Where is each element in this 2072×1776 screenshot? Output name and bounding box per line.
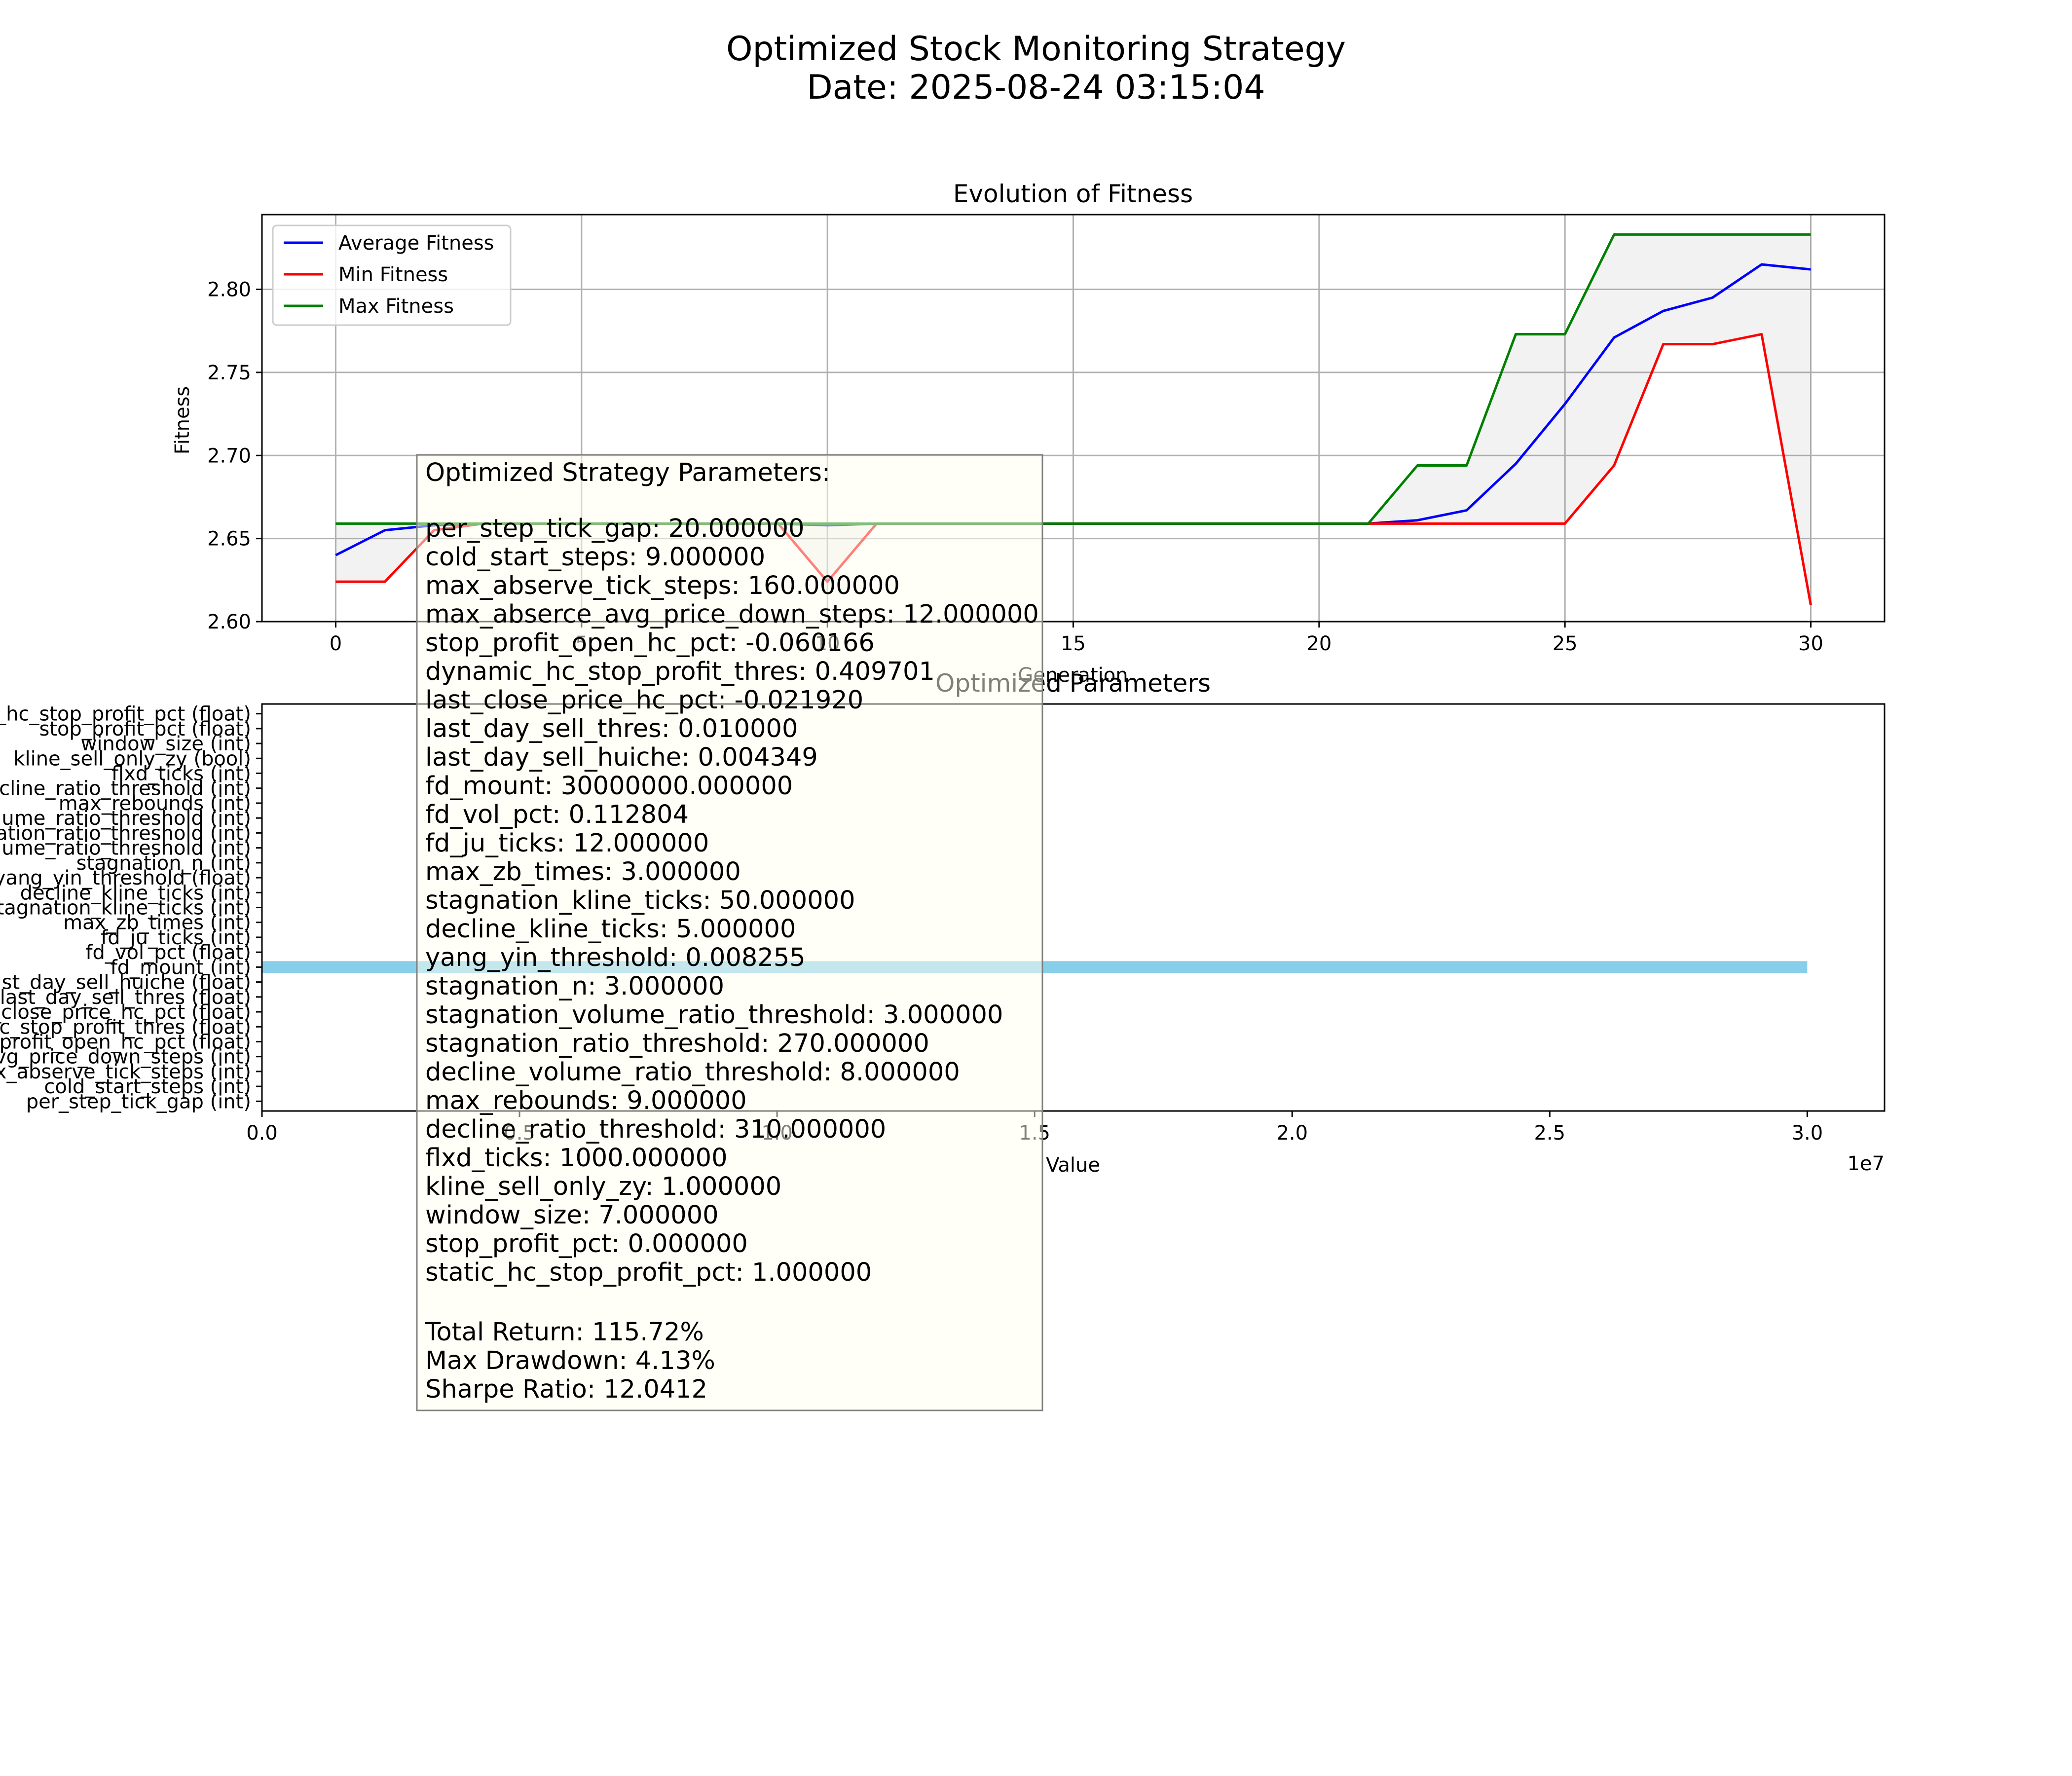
- fitness-y-tick-label: 2.80: [207, 279, 251, 301]
- legend-label-max: Max Fitness: [338, 295, 454, 318]
- fitness-y-tick-label: 2.65: [207, 528, 251, 551]
- parameters-box-summary-line: Sharpe Ratio: 12.0412: [425, 1375, 707, 1404]
- parameter-tick-label: stagnation_kline_ticks (int): [0, 897, 251, 920]
- parameter-tick-label: window_size (int): [81, 733, 251, 755]
- parameters-box-line: decline_volume_ratio_threshold: 8.000000: [425, 1058, 960, 1087]
- fitness-y-ticks: 2.60 2.65 2.70 2.75 2.80: [207, 279, 262, 633]
- parameters-box-line: fd_mount: 30000000.000000: [425, 772, 793, 801]
- parameters-text-box: Optimized Strategy Parameters: per_step_…: [416, 454, 1043, 1411]
- parameter-tick-label: static_hc_stop_profit_pct (float): [0, 703, 251, 726]
- parameter-tick-label: flxd_ticks (int): [111, 763, 251, 785]
- fitness-y-tick-label: 2.75: [207, 362, 251, 384]
- parameters-x-tick-label: 0.0: [246, 1122, 278, 1145]
- parameters-box-summary-line: Max Drawdown: 4.13%: [425, 1346, 715, 1375]
- parameter-tick-label: max_rebounds (int): [59, 792, 251, 815]
- fitness-legend: Average Fitness Min Fitness Max Fitness: [272, 224, 512, 326]
- parameters-box-header: Optimized Strategy Parameters:: [425, 458, 830, 487]
- parameters-y-ticks: per_step_tick_gap (int)cold_start_steps …: [0, 703, 262, 1113]
- parameters-box-line: stop_profit_open_hc_pct: -0.060166: [425, 629, 875, 658]
- parameter-tick-label: max_zb_times (int): [63, 912, 251, 934]
- legend-label-min: Min Fitness: [338, 263, 448, 286]
- parameters-x-offset: 1e7: [1847, 1152, 1885, 1175]
- parameter-tick-label: max_abserve_tick_steps (int): [0, 1061, 251, 1083]
- parameters-box-line: window_size: 7.000000: [425, 1201, 719, 1230]
- fitness-y-tick-label: 2.60: [207, 611, 251, 633]
- parameter-tick-label: stagnation_volume_ratio_threshold (int): [0, 837, 251, 860]
- parameters-x-tick-label: 2.5: [1534, 1122, 1566, 1145]
- parameter-tick-label: per_step_tick_gap (int): [26, 1090, 251, 1113]
- legend-label-average: Average Fitness: [338, 232, 494, 255]
- parameter-tick-label: kline_sell_only_zy (bool): [13, 747, 251, 770]
- fitness-x-tick-label: 25: [1553, 632, 1578, 655]
- parameter-tick-label: max_absence_avg_price_down_steps (int): [0, 1046, 251, 1069]
- parameters-box-line: max_zb_times: 3.000000: [425, 857, 741, 887]
- parameters-box-line: flxd_ticks: 1000.000000: [425, 1144, 728, 1173]
- parameters-box-line: last_day_sell_huiche: 0.004349: [425, 743, 818, 772]
- parameters-box-line: per_step_tick_gap: 20.000000: [425, 514, 804, 543]
- parameters-x-tick-label: 2.0: [1276, 1122, 1308, 1145]
- parameters-box-line: max_abserce_avg_price_down_steps: 12.000…: [425, 600, 1039, 629]
- parameter-tick-label: decline_volume_ratio_threshold (int): [0, 807, 251, 830]
- parameter-tick-label: decline_kline_ticks (int): [20, 882, 251, 904]
- parameters-box-line: stagnation_volume_ratio_threshold: 3.000…: [425, 1000, 1003, 1030]
- fitness-y-tick-label: 2.70: [207, 444, 251, 467]
- parameters-box-line: last_day_sell_thres: 0.010000: [425, 714, 798, 743]
- fitness-range-band: [335, 234, 1811, 605]
- parameter-tick-label: last_close_price_hc_pct (float): [0, 1001, 251, 1024]
- fitness-fill-band: [335, 234, 1811, 605]
- parameter-tick-label: last_day_sell_huiche (float): [0, 971, 251, 994]
- parameter-tick-label: fd_vol_pct (float): [85, 941, 251, 964]
- figure-date: Date: 2025-08-24 03:15:04: [807, 68, 1265, 107]
- parameter-tick-label: cold_start_steps (int): [44, 1075, 251, 1098]
- parameters-box-line: fd_vol_pct: 0.112804: [425, 800, 689, 829]
- parameter-tick-label: fd_mount (int): [111, 956, 251, 979]
- parameters-box-summary: Total Return: 115.72%Max Drawdown: 4.13%…: [425, 1318, 715, 1404]
- parameters-box-line: cold_start_steps: 9.000000: [425, 543, 765, 572]
- parameters-box-line: max_abserve_tick_steps: 160.000000: [425, 571, 900, 600]
- parameters-box-lines: per_step_tick_gap: 20.000000cold_start_s…: [425, 514, 1039, 1287]
- parameters-box-summary-line: Total Return: 115.72%: [425, 1318, 704, 1347]
- parameters-box-line: kline_sell_only_zy: 1.000000: [425, 1172, 781, 1201]
- parameters-x-tick-label: 3.0: [1792, 1122, 1823, 1145]
- parameters-box-line: stagnation_ratio_threshold: 270.000000: [425, 1029, 929, 1058]
- parameter-tick-label: decline_ratio_threshold (int): [0, 777, 251, 800]
- parameters-box-line: decline_kline_ticks: 5.000000: [425, 915, 796, 944]
- parameters-box-line: static_hc_stop_profit_pct: 1.000000: [425, 1258, 872, 1287]
- fitness-x-tick-label: 0: [330, 632, 342, 655]
- parameter-tick-label: stagnation_ratio_threshold (int): [0, 822, 251, 845]
- parameter-tick-label: dynamic_hc_stop_profit_thres (float): [0, 1016, 251, 1038]
- parameter-tick-label: stop_profit_pct (float): [39, 718, 251, 740]
- figure-title: Optimized Stock Monitoring Strategy: [726, 30, 1346, 69]
- parameters-box-line: stagnation_n: 3.000000: [425, 972, 724, 1001]
- parameters-box-line: max_rebounds: 9.000000: [425, 1086, 747, 1115]
- parameter-tick-label: stagnation_n (int): [76, 852, 251, 875]
- parameters-box-line: stop_profit_pct: 0.000000: [425, 1229, 748, 1258]
- parameter-tick-label: last_day_sell_thres (float): [0, 986, 251, 1009]
- legend-frame: [272, 224, 512, 326]
- parameter-tick-label: fd_ju_ticks (int): [101, 926, 251, 949]
- fitness-x-tick-label: 20: [1306, 632, 1332, 655]
- fitness-ylabel: Fitness: [171, 386, 194, 455]
- parameters-box-line: fd_ju_ticks: 12.000000: [425, 829, 709, 858]
- parameter-tick-label: yang_yin_threshold (float): [0, 867, 251, 889]
- parameters-box-frame: [416, 454, 1043, 1411]
- parameters-box-line: decline_ratio_threshold: 310.000000: [425, 1115, 886, 1144]
- fitness-x-tick-label: 15: [1061, 632, 1086, 655]
- fitness-x-tick-label: 30: [1798, 632, 1823, 655]
- parameters-xlabel: Value: [1046, 1154, 1100, 1177]
- parameter-tick-label: stop_profit_open_hc_pct (float): [0, 1031, 251, 1053]
- parameters-box-line: yang_yin_threshold: 0.008255: [425, 943, 806, 972]
- parameters-box-line: dynamic_hc_stop_profit_thres: 0.409701: [425, 657, 935, 686]
- parameters-box-line: last_close_price_hc_pct: -0.021920: [425, 686, 863, 715]
- fitness-chart-title: Evolution of Fitness: [953, 180, 1193, 208]
- parameters-box-line: stagnation_kline_ticks: 50.000000: [425, 886, 855, 915]
